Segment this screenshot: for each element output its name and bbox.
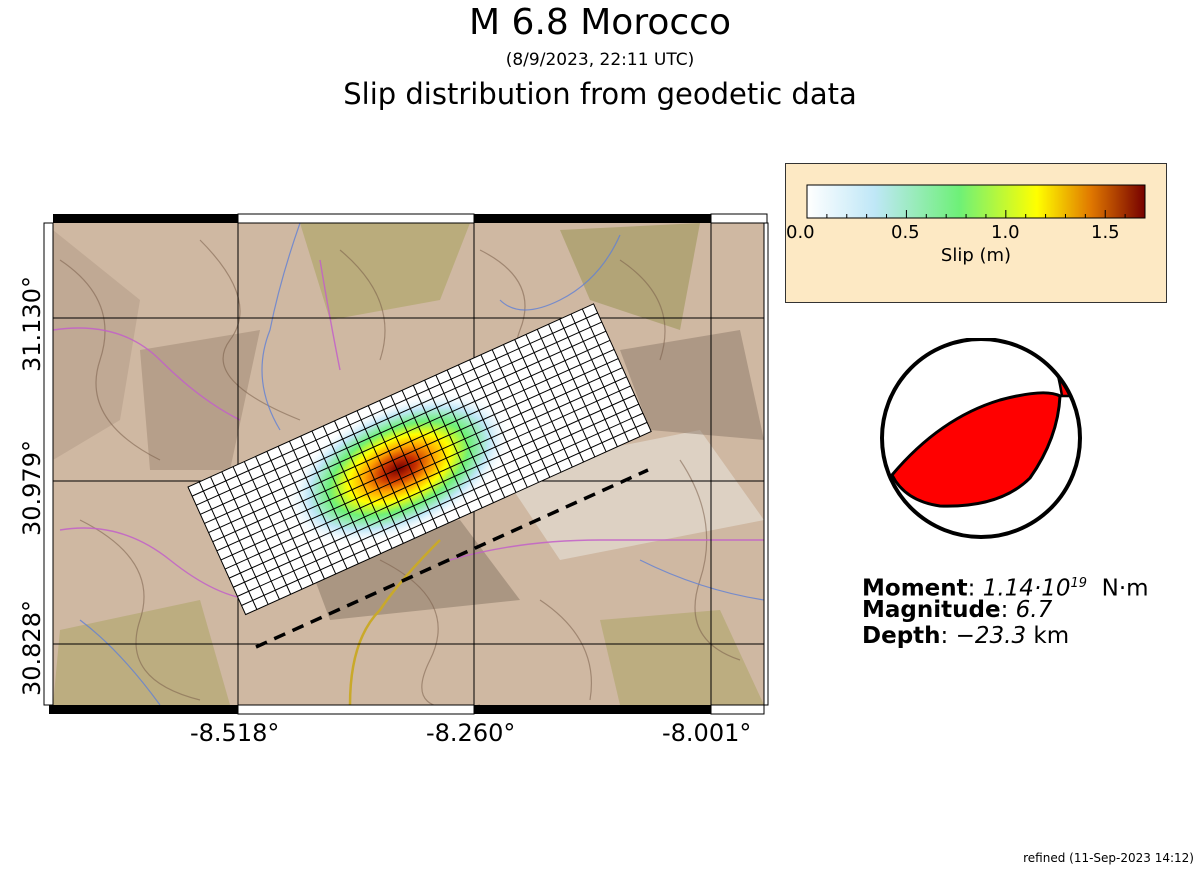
magnitude-value: 6.7 — [1015, 597, 1053, 623]
colorbar-tick-1: 0.5 — [891, 222, 920, 243]
moment-value: 1.14·10 — [982, 575, 1071, 602]
lat-label-2: 30.979° — [18, 440, 46, 536]
depth-value: −23.3 — [955, 623, 1027, 649]
slip-map — [43, 213, 769, 715]
ridge-lines — [59, 239, 741, 705]
fault-grid-row-line — [233, 403, 640, 588]
focal-mechanism-beachball — [880, 338, 1082, 539]
rivers — [79, 223, 764, 705]
lat-label-3: 30.828° — [18, 600, 46, 696]
fault-grid-row-line — [208, 348, 615, 534]
fault-trace — [255, 468, 649, 649]
colorbar-ramp — [806, 184, 1146, 219]
colorbar-svg — [806, 184, 1146, 219]
moment-unit: N·m — [1101, 575, 1149, 602]
fault-grid-row-line — [228, 394, 635, 579]
moment-stat: Moment: 1.14·1019 N·m — [862, 575, 1149, 602]
moment-label: Moment — [862, 575, 968, 602]
lat-label-1: 31.130° — [18, 276, 46, 372]
lon-label-1: -8.518° — [190, 719, 280, 747]
moment-exponent: 19 — [1070, 576, 1088, 591]
compressional-quadrant — [890, 391, 1062, 508]
fault-plane — [187, 303, 652, 616]
map-frame — [43, 213, 769, 715]
colorbar-tick-2: 1.0 — [991, 222, 1020, 243]
colorbar-label: Slip (m) — [940, 245, 1012, 266]
page-title: M 6.8 Morocco — [469, 2, 731, 43]
colorbar-legend: 0.0 0.5 1.0 1.5 Slip (m) — [785, 163, 1167, 303]
lon-label-3: -8.001° — [662, 719, 752, 747]
fault-grid-row-line — [241, 421, 648, 606]
fault-grid-row-line — [204, 339, 611, 524]
border-line — [348, 539, 441, 705]
fault-grid-row-line — [200, 330, 607, 515]
event-datetime: (8/9/2023, 22:11 UTC) — [505, 50, 695, 70]
fault-grid-row-line — [196, 321, 603, 506]
magnitude-stat: Magnitude: 6.7 — [862, 597, 1053, 623]
depth-stat: Depth: −23.3 km — [862, 623, 1070, 649]
depth-label: Depth — [862, 623, 941, 649]
colorbar-tick-3: 1.5 — [1091, 222, 1120, 243]
fault-grid-row-line — [191, 312, 598, 497]
fault-grid-row-line — [237, 412, 644, 597]
magnitude-label: Magnitude — [862, 597, 1001, 623]
colorbar-tick-0: 0.0 — [786, 222, 815, 243]
fault-grid-row-line — [224, 385, 631, 570]
roads — [53, 259, 764, 601]
depth-unit: km — [1033, 623, 1070, 649]
fault-grid-row-line — [216, 367, 623, 552]
fault-grid-row-line — [220, 376, 627, 561]
refined-timestamp: refined (11-Sep-2023 14:12) — [1023, 851, 1194, 865]
fault-grid-row-line — [212, 358, 619, 543]
fault-grid — [191, 308, 648, 610]
lon-label-2: -8.260° — [426, 719, 516, 747]
map-subtitle: Slip distribution from geodetic data — [343, 77, 857, 111]
